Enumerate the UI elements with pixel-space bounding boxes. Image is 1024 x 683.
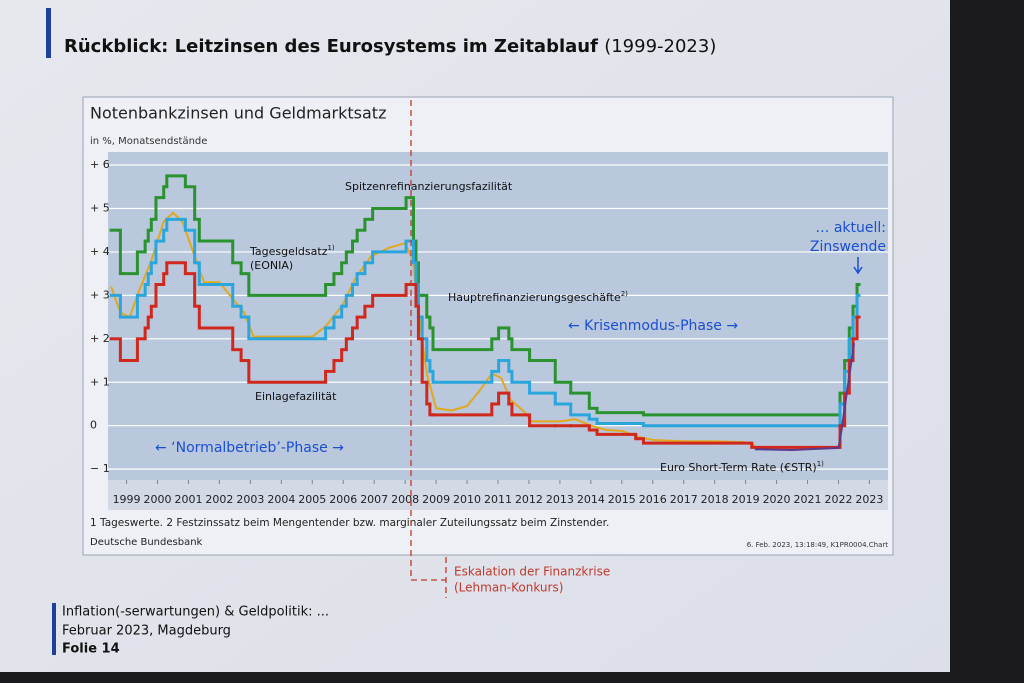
rate-line (110, 211, 756, 447)
annotation: (Lehman-Konkurs) (454, 581, 563, 595)
y-tick-label: + 3 (90, 288, 110, 301)
chart-subtitle: in %, Monatsendstände (90, 136, 207, 147)
x-tick-label: 2003 (236, 493, 264, 506)
plot-area (108, 152, 888, 480)
x-axis-band (108, 480, 888, 510)
x-tick-label: 1999 (113, 493, 141, 506)
y-tick-label: + 4 (90, 245, 110, 258)
y-tick-label: 0 (90, 419, 97, 432)
x-tick-label: 2012 (515, 493, 543, 506)
x-tick-label: 2017 (670, 493, 698, 506)
x-tick-label: 2009 (422, 493, 450, 506)
x-tick-label: 2021 (794, 493, 822, 506)
y-tick-label: + 6 (90, 158, 110, 171)
x-tick-label: 2005 (298, 493, 326, 506)
x-tick-label: 2013 (546, 493, 574, 506)
y-tick-label: + 5 (90, 201, 110, 214)
x-tick-label: 2000 (144, 493, 172, 506)
series-label: Einlagefazilität (255, 390, 337, 403)
series-label: Tagesgeldsatz1) (249, 244, 335, 258)
x-tick-label: 2016 (639, 493, 667, 506)
x-tick-label: 2006 (329, 493, 357, 506)
series-note: 1) (327, 244, 334, 252)
series-name: Hauptrefinanzierungsgeschäfte (448, 291, 621, 304)
x-tick-label: 2008 (391, 493, 419, 506)
series-name: Tagesgeldsatz (249, 245, 328, 258)
x-tick-label: 2001 (174, 493, 202, 506)
title-bar (46, 8, 51, 58)
footer-line: Folie 14 (62, 642, 120, 657)
series-label: Spitzenrefinanzierungsfazilität (345, 180, 513, 193)
footnote: 1 Tageswerte. 2 Festzinssatz beim Mengen… (90, 517, 609, 529)
x-tick-label: 2004 (267, 493, 295, 506)
x-tick-label: 2023 (855, 493, 883, 506)
series-name: Euro Short-Term Rate (€STR) (660, 461, 817, 474)
annotation: ← Krisenmodus-Phase → (568, 318, 738, 334)
series-note: 2) (621, 290, 628, 298)
x-tick-label: 2014 (577, 493, 605, 506)
annotation: ← ‘Normalbetrieb’-Phase → (155, 440, 344, 456)
x-tick-label: 2010 (453, 493, 481, 506)
footer-bar (52, 603, 56, 655)
source: Deutsche Bundesbank (90, 537, 203, 548)
x-tick-label: 2002 (205, 493, 233, 506)
x-tick-label: 2018 (701, 493, 729, 506)
chart-title: Notenbankzinsen und Geldmarktsatz (90, 104, 386, 123)
x-tick-label: 2020 (763, 493, 791, 506)
series-note: 1) (817, 460, 824, 468)
x-tick-label: 2019 (732, 493, 760, 506)
series-label-line2: (EONIA) (250, 259, 293, 272)
series-label: Hauptrefinanzierungsgeschäfte2) (448, 290, 628, 304)
annotation: Eskalation der Finanzkrise (454, 565, 610, 579)
x-tick-label: 2011 (484, 493, 512, 506)
rate-line (754, 343, 855, 452)
lehman-marker (410, 100, 447, 598)
series-label: Euro Short-Term Rate (€STR)1) (660, 460, 824, 474)
y-tick-label: + 2 (90, 332, 110, 345)
series-name: Einlagefazilität (255, 390, 337, 403)
annotation-arrow (853, 257, 863, 275)
slide-title: Rückblick: Leitzinsen des Eurosystems im… (64, 36, 716, 57)
x-tick-label: 2007 (360, 493, 388, 506)
x-tick-label: 2022 (824, 493, 852, 506)
y-tick-label: + 1 (90, 375, 110, 388)
annotation: Zinswende (810, 239, 886, 255)
y-tick-label: − 1 (90, 462, 110, 475)
footer-line: Februar 2023, Magdeburg (62, 624, 231, 639)
footer-line: Inflation(-serwartungen) & Geldpolitik: … (62, 605, 329, 620)
stamp: 6. Feb. 2023, 13:18:49, K1PR0004.Chart (747, 541, 889, 549)
x-tick-label: 2015 (608, 493, 636, 506)
annotation: … aktuell: (815, 220, 886, 236)
series-name: Spitzenrefinanzierungsfazilität (345, 180, 513, 193)
